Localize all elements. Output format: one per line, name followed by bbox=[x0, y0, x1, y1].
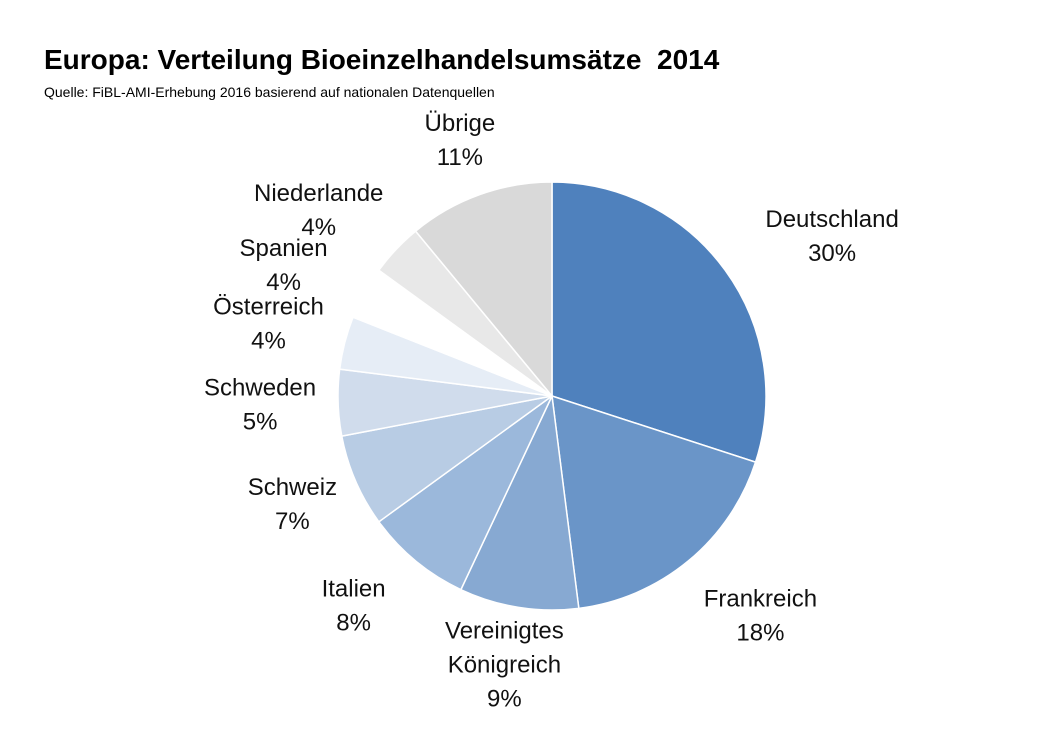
slice-label-uebrige: Übrige 11% bbox=[425, 110, 496, 171]
slice-category-label: Österreich bbox=[213, 293, 324, 320]
slice-value-label: 9% bbox=[487, 686, 522, 713]
slice-label-vereinigtes-koenigreich: Vereinigtes Königreich 9% bbox=[445, 618, 564, 713]
chart-subtitle: Quelle: FiBL-AMI-Erhebung 2016 basierend… bbox=[44, 84, 495, 100]
slice-value-label: 7% bbox=[275, 508, 310, 535]
slice-category-label: Frankreich bbox=[704, 586, 817, 613]
slice-label-italien: Italien 8% bbox=[322, 576, 386, 637]
slice-category-label: Schweiz bbox=[248, 474, 337, 501]
slice-value-label: 11% bbox=[437, 144, 483, 171]
pie-labels: Deutschland 30% Frankreich 18% Vereinigtes Kö… bbox=[204, 110, 899, 713]
slice-label-niederlande: Niederlande 4% bbox=[254, 180, 383, 241]
pie-slice-uebrige bbox=[414, 181, 553, 399]
pie-slices bbox=[337, 181, 767, 611]
pie-slice-italien bbox=[377, 395, 553, 591]
pie-slice-frankreich bbox=[551, 394, 757, 610]
slice-value-label: 4% bbox=[301, 214, 336, 241]
pie-slice-vereinigtes-koenigreich bbox=[459, 393, 580, 611]
slice-category-label: Vereinigtes bbox=[445, 618, 564, 645]
slice-value-label: 4% bbox=[266, 269, 301, 296]
slice-category-label: Deutschland bbox=[765, 206, 898, 233]
slice-label-schweiz: Schweiz 7% bbox=[248, 474, 337, 535]
slice-category-label: Königreich bbox=[448, 652, 561, 679]
slice-value-label: 30% bbox=[808, 240, 856, 267]
slice-label-oesterreich: Österreich 4% bbox=[213, 293, 324, 354]
slice-label-spanien: Spanien 4% bbox=[240, 235, 328, 296]
slice-value-label: 8% bbox=[336, 610, 371, 637]
slice-category-label: Spanien bbox=[240, 235, 328, 262]
chart-title: Europa: Verteilung Bioeinzelhandelsumsät… bbox=[44, 44, 720, 75]
slice-category-label: Italien bbox=[322, 576, 386, 603]
slice-value-label: 4% bbox=[251, 327, 286, 354]
slice-value-label: 5% bbox=[243, 409, 278, 436]
slice-label-frankreich: Frankreich 18% bbox=[704, 586, 817, 647]
slice-value-label: 18% bbox=[736, 620, 784, 647]
slice-category-label: Übrige bbox=[425, 110, 496, 137]
slice-category-label: Schweden bbox=[204, 375, 316, 402]
slice-label-deutschland: Deutschland 30% bbox=[765, 206, 898, 267]
slice-label-schweden: Schweden 5% bbox=[204, 375, 316, 436]
slice-category-label: Niederlande bbox=[254, 180, 383, 207]
pie-slice-deutschland bbox=[551, 181, 767, 464]
